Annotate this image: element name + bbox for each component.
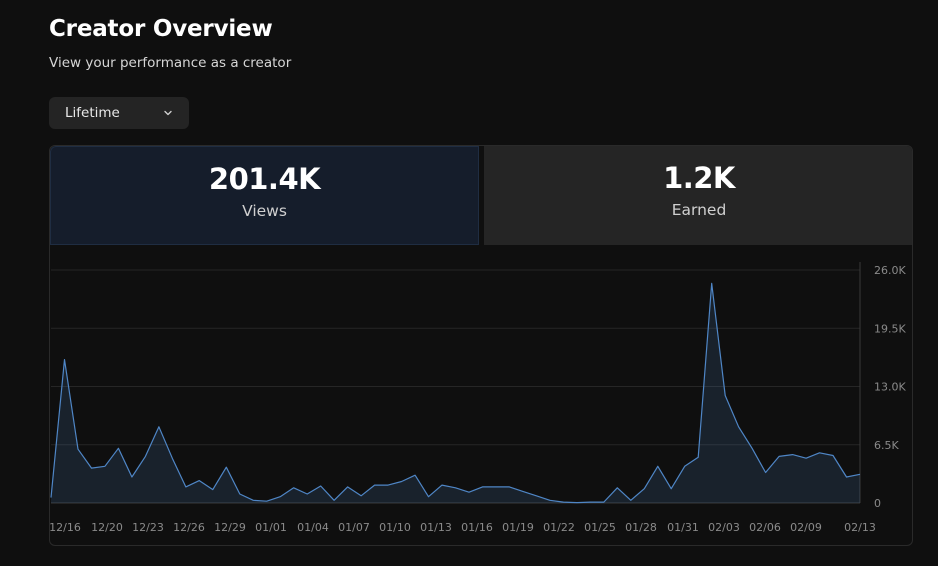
y-tick-label: 19.5K bbox=[874, 322, 906, 335]
y-tick-label: 26.0K bbox=[874, 264, 906, 277]
x-tick-label: 01/13 bbox=[420, 521, 452, 534]
y-tick-label: 0 bbox=[874, 497, 881, 510]
earned-label: Earned bbox=[671, 201, 727, 219]
x-tick-label: 01/10 bbox=[379, 521, 411, 534]
stats-panel: 201.4K Views 1.2K Earned 26.0K 19.5K 13.0K… bbox=[49, 145, 913, 546]
x-tick-label: 01/04 bbox=[297, 521, 329, 534]
views-line bbox=[50, 282, 861, 504]
date-range-value: Lifetime bbox=[65, 105, 120, 121]
x-tick-label: 01/16 bbox=[461, 521, 493, 534]
x-tick-label: 12/16 bbox=[50, 521, 81, 534]
earned-value: 1.2K bbox=[663, 161, 735, 195]
views-label: Views bbox=[242, 202, 287, 220]
x-tick-label: 01/22 bbox=[543, 521, 575, 534]
y-tick-label: 13.0K bbox=[874, 381, 906, 394]
views-value: 201.4K bbox=[208, 162, 321, 196]
chevron-down-icon bbox=[164, 110, 172, 116]
page-subtitle: View your performance as a creator bbox=[49, 55, 292, 71]
x-tick-label: 02/09 bbox=[790, 521, 822, 534]
x-tick-label: 01/31 bbox=[667, 521, 699, 534]
x-tick-label: 12/20 bbox=[91, 521, 123, 534]
views-stat-card[interactable]: 201.4K Views bbox=[50, 146, 479, 245]
x-tick-label: 12/26 bbox=[173, 521, 205, 534]
x-tick-label: 02/03 bbox=[708, 521, 740, 534]
date-range-dropdown[interactable]: Lifetime bbox=[49, 97, 189, 129]
x-tick-label: 01/28 bbox=[625, 521, 657, 534]
earned-stat-card[interactable]: 1.2K Earned bbox=[484, 146, 912, 245]
x-tick-label: 12/29 bbox=[214, 521, 246, 534]
views-chart: 26.0K 19.5K 13.0K 6.5K 0 12/16 12/20 12/23 12/26… bbox=[50, 262, 906, 534]
x-tick-label: 01/19 bbox=[502, 521, 534, 534]
x-tick-label: 12/23 bbox=[132, 521, 164, 534]
x-tick-label: 02/13 bbox=[844, 521, 876, 534]
x-tick-label: 01/01 bbox=[255, 521, 287, 534]
y-tick-label: 6.5K bbox=[874, 439, 899, 452]
page-title: Creator Overview bbox=[49, 16, 273, 42]
x-tick-label: 02/06 bbox=[749, 521, 781, 534]
views-area bbox=[51, 283, 860, 503]
x-tick-label: 01/07 bbox=[338, 521, 370, 534]
x-tick-label: 01/25 bbox=[584, 521, 616, 534]
